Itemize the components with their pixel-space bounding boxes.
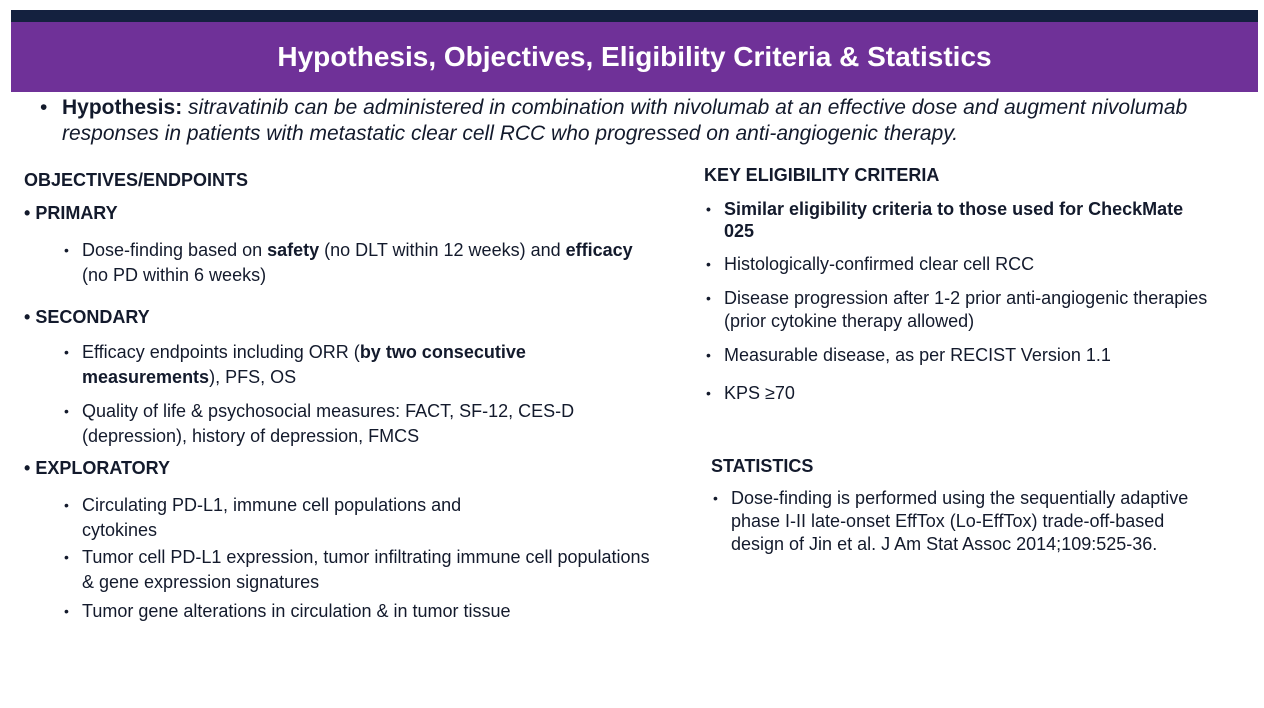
list-item: Quality of life & psychosocial measures:… — [64, 399, 672, 449]
list-item: Disease progression after 1-2 prior anti… — [706, 287, 1214, 333]
heading: OBJECTIVES/ENDPOINTS — [24, 170, 249, 190]
text: safety — [267, 240, 320, 260]
list-item: Similar eligibility criteria to those us… — [706, 198, 1194, 242]
header: Hypothesis, Objectives, Eligibility Crit… — [11, 22, 1258, 92]
list-item: Dose-finding based on safety (no DLT wit… — [64, 238, 662, 288]
text: efficacy — [565, 240, 633, 260]
list-item: KPS ≥70 — [706, 381, 1204, 406]
hypothesis: Hypothesis: sitravatinib can be administ… — [40, 95, 1242, 147]
list-item: Tumor cell PD-L1 expression, tumor infil… — [64, 545, 652, 595]
text: ), PFS, OS — [209, 367, 297, 387]
heading: STATISTICS — [711, 456, 814, 476]
text: Dose-finding based on — [82, 240, 268, 260]
subheading-text: SECONDARY — [35, 307, 150, 327]
title: Hypothesis, Objectives, Eligibility Crit… — [277, 41, 992, 72]
list-item: Measurable disease, as per RECIST Versio… — [706, 343, 1224, 368]
list-item: Tumor gene alterations in circulation & … — [64, 599, 662, 624]
hypothesis-text: sitravatinib can be administered in comb… — [62, 96, 1188, 145]
subheading: • SECONDARY — [24, 307, 150, 327]
text: by two consecutive measurements — [82, 342, 526, 387]
hypothesis-label: Hypothesis: — [62, 96, 183, 119]
heading: KEY ELIGIBILITY CRITERIA — [704, 165, 940, 185]
top-bar — [11, 10, 1258, 22]
list-item: Dose-finding is performed using the sequ… — [713, 487, 1221, 556]
list-item: Circulating PD-L1, immune cell populatio… — [64, 493, 502, 543]
subheading-text: EXPLORATORY — [35, 458, 170, 478]
subheading: • EXPLORATORY — [24, 458, 170, 478]
text: Quality of life & psychosocial measures:… — [82, 401, 575, 446]
list-item: Efficacy endpoints including ORR (by two… — [64, 340, 642, 390]
subheading: • PRIMARY — [24, 203, 118, 223]
text: (no PD within 6 weeks) — [82, 265, 267, 285]
text: Efficacy endpoints including ORR ( — [82, 342, 360, 362]
list-item: Histologically-confirmed clear cell RCC — [706, 252, 1204, 277]
subheading-text: PRIMARY — [35, 203, 118, 223]
text: (no DLT within 12 weeks) and — [319, 240, 566, 260]
